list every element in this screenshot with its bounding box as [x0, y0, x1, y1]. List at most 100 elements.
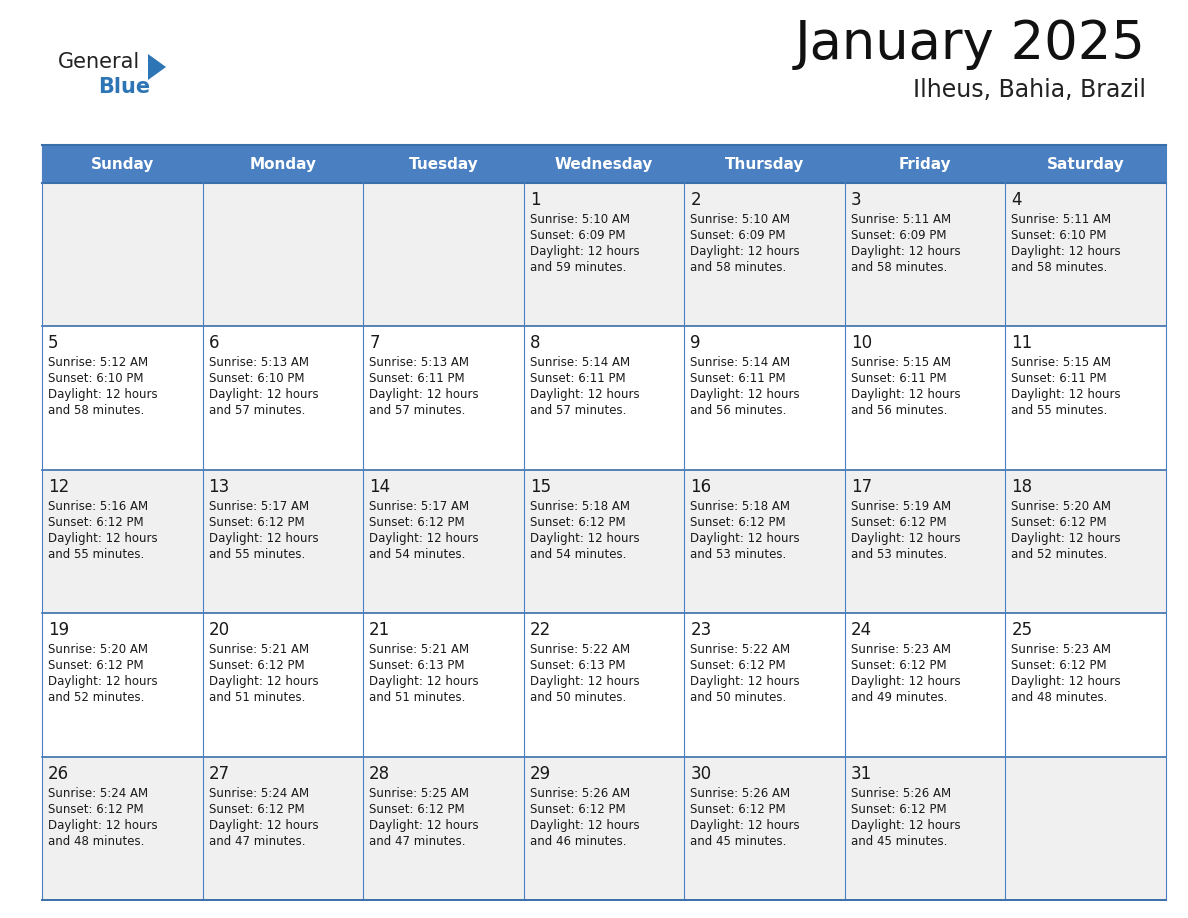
Text: 12: 12 [48, 477, 69, 496]
Text: 29: 29 [530, 765, 551, 783]
Text: Sunrise: 5:25 AM: Sunrise: 5:25 AM [369, 787, 469, 800]
Text: Daylight: 12 hours: Daylight: 12 hours [851, 245, 960, 258]
Text: Sunrise: 5:24 AM: Sunrise: 5:24 AM [209, 787, 309, 800]
Text: and 53 minutes.: and 53 minutes. [851, 548, 947, 561]
Text: Sunrise: 5:12 AM: Sunrise: 5:12 AM [48, 356, 148, 369]
Bar [42, 145, 203, 183]
Text: Sunset: 6:12 PM: Sunset: 6:12 PM [369, 516, 465, 529]
Text: Daylight: 12 hours: Daylight: 12 hours [1011, 532, 1121, 544]
Text: Sunrise: 5:13 AM: Sunrise: 5:13 AM [209, 356, 309, 369]
Text: and 49 minutes.: and 49 minutes. [851, 691, 947, 704]
Text: and 45 minutes.: and 45 minutes. [851, 834, 947, 847]
Text: Daylight: 12 hours: Daylight: 12 hours [209, 819, 318, 832]
Text: and 52 minutes.: and 52 minutes. [1011, 548, 1107, 561]
Text: and 50 minutes.: and 50 minutes. [690, 691, 786, 704]
Text: Daylight: 12 hours: Daylight: 12 hours [530, 532, 639, 544]
Text: Daylight: 12 hours: Daylight: 12 hours [530, 819, 639, 832]
Text: Daylight: 12 hours: Daylight: 12 hours [209, 532, 318, 544]
Text: Sunrise: 5:21 AM: Sunrise: 5:21 AM [369, 644, 469, 656]
Text: Daylight: 12 hours: Daylight: 12 hours [530, 388, 639, 401]
Text: and 58 minutes.: and 58 minutes. [1011, 261, 1107, 274]
Text: Saturday: Saturday [1047, 156, 1125, 172]
Text: Sunset: 6:12 PM: Sunset: 6:12 PM [530, 516, 625, 529]
Text: and 54 minutes.: and 54 minutes. [530, 548, 626, 561]
Text: Daylight: 12 hours: Daylight: 12 hours [851, 819, 960, 832]
Text: Sunrise: 5:14 AM: Sunrise: 5:14 AM [530, 356, 630, 369]
Text: Sunrise: 5:11 AM: Sunrise: 5:11 AM [1011, 213, 1112, 226]
Text: 23: 23 [690, 621, 712, 639]
Text: 18: 18 [1011, 477, 1032, 496]
Text: Sunrise: 5:23 AM: Sunrise: 5:23 AM [851, 644, 950, 656]
Bar [42, 327, 1165, 470]
Text: Daylight: 12 hours: Daylight: 12 hours [690, 245, 800, 258]
Text: Sunset: 6:12 PM: Sunset: 6:12 PM [209, 516, 304, 529]
Text: Sunset: 6:13 PM: Sunset: 6:13 PM [530, 659, 625, 672]
Text: and 56 minutes.: and 56 minutes. [690, 405, 786, 418]
Text: Sunrise: 5:15 AM: Sunrise: 5:15 AM [1011, 356, 1112, 369]
Text: 3: 3 [851, 191, 861, 209]
Text: Sunrise: 5:18 AM: Sunrise: 5:18 AM [690, 499, 790, 513]
Text: 8: 8 [530, 334, 541, 353]
Text: 4: 4 [1011, 191, 1022, 209]
Text: Sunrise: 5:20 AM: Sunrise: 5:20 AM [48, 644, 148, 656]
Text: Sunrise: 5:16 AM: Sunrise: 5:16 AM [48, 499, 148, 513]
Text: Sunrise: 5:22 AM: Sunrise: 5:22 AM [530, 644, 630, 656]
Text: 15: 15 [530, 477, 551, 496]
Text: and 55 minutes.: and 55 minutes. [48, 548, 144, 561]
Text: Sunset: 6:11 PM: Sunset: 6:11 PM [851, 373, 947, 386]
Text: Sunset: 6:12 PM: Sunset: 6:12 PM [690, 516, 786, 529]
Bar [364, 145, 524, 183]
Text: Friday: Friday [899, 156, 952, 172]
Text: Sunset: 6:13 PM: Sunset: 6:13 PM [369, 659, 465, 672]
Text: 11: 11 [1011, 334, 1032, 353]
Bar [845, 145, 1005, 183]
Text: Sunset: 6:10 PM: Sunset: 6:10 PM [48, 373, 144, 386]
Text: Daylight: 12 hours: Daylight: 12 hours [690, 532, 800, 544]
Bar [42, 613, 1165, 756]
Text: and 46 minutes.: and 46 minutes. [530, 834, 626, 847]
Text: Sunrise: 5:14 AM: Sunrise: 5:14 AM [690, 356, 790, 369]
Text: Sunrise: 5:26 AM: Sunrise: 5:26 AM [690, 787, 790, 800]
Text: Sunrise: 5:17 AM: Sunrise: 5:17 AM [209, 499, 309, 513]
Text: and 48 minutes.: and 48 minutes. [1011, 691, 1107, 704]
Text: Daylight: 12 hours: Daylight: 12 hours [530, 676, 639, 688]
Text: Sunrise: 5:19 AM: Sunrise: 5:19 AM [851, 499, 950, 513]
Text: Daylight: 12 hours: Daylight: 12 hours [369, 532, 479, 544]
Text: and 58 minutes.: and 58 minutes. [48, 405, 144, 418]
Text: and 51 minutes.: and 51 minutes. [209, 691, 305, 704]
Text: and 59 minutes.: and 59 minutes. [530, 261, 626, 274]
Text: Daylight: 12 hours: Daylight: 12 hours [530, 245, 639, 258]
Text: Daylight: 12 hours: Daylight: 12 hours [851, 532, 960, 544]
Text: and 53 minutes.: and 53 minutes. [690, 548, 786, 561]
Text: and 51 minutes.: and 51 minutes. [369, 691, 466, 704]
Text: 24: 24 [851, 621, 872, 639]
Text: Daylight: 12 hours: Daylight: 12 hours [48, 388, 158, 401]
Text: General: General [58, 52, 140, 72]
Text: Daylight: 12 hours: Daylight: 12 hours [1011, 388, 1121, 401]
Text: 10: 10 [851, 334, 872, 353]
Text: 21: 21 [369, 621, 391, 639]
Text: Sunrise: 5:15 AM: Sunrise: 5:15 AM [851, 356, 950, 369]
Text: Sunset: 6:12 PM: Sunset: 6:12 PM [209, 659, 304, 672]
Text: 20: 20 [209, 621, 229, 639]
Text: Daylight: 12 hours: Daylight: 12 hours [48, 676, 158, 688]
Text: and 55 minutes.: and 55 minutes. [1011, 405, 1107, 418]
Text: Daylight: 12 hours: Daylight: 12 hours [1011, 676, 1121, 688]
Text: Sunrise: 5:24 AM: Sunrise: 5:24 AM [48, 787, 148, 800]
Text: 5: 5 [48, 334, 58, 353]
Text: Sunset: 6:11 PM: Sunset: 6:11 PM [530, 373, 625, 386]
Text: Sunset: 6:09 PM: Sunset: 6:09 PM [530, 229, 625, 242]
Text: Sunrise: 5:17 AM: Sunrise: 5:17 AM [369, 499, 469, 513]
Text: and 47 minutes.: and 47 minutes. [209, 834, 305, 847]
Text: Sunset: 6:11 PM: Sunset: 6:11 PM [690, 373, 786, 386]
Text: and 57 minutes.: and 57 minutes. [530, 405, 626, 418]
Text: Daylight: 12 hours: Daylight: 12 hours [1011, 245, 1121, 258]
Text: Blue: Blue [97, 77, 150, 97]
Text: Sunset: 6:09 PM: Sunset: 6:09 PM [851, 229, 947, 242]
Polygon shape [148, 54, 166, 80]
Text: and 54 minutes.: and 54 minutes. [369, 548, 466, 561]
Text: 22: 22 [530, 621, 551, 639]
Text: 6: 6 [209, 334, 219, 353]
Text: and 45 minutes.: and 45 minutes. [690, 834, 786, 847]
Text: Sunset: 6:11 PM: Sunset: 6:11 PM [369, 373, 465, 386]
